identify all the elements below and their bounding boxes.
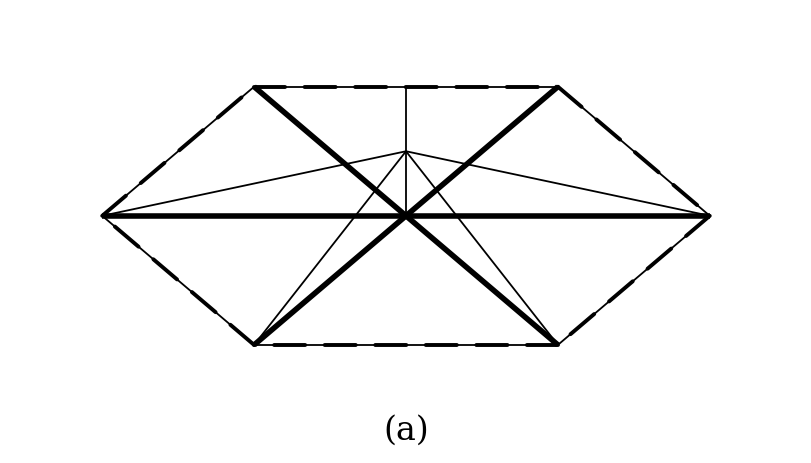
Text: (a): (a) [383,413,428,445]
